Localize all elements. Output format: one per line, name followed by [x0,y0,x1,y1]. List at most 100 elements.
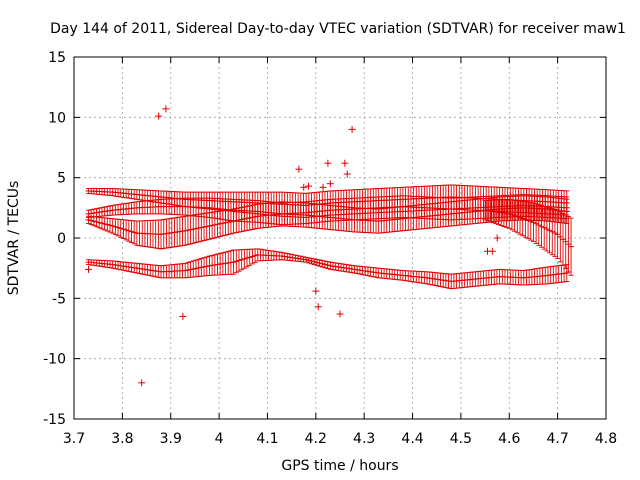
data-point [235,207,242,233]
data-point [565,216,572,273]
y-tick-label: -10 [43,352,66,368]
data-point [252,204,259,230]
data-point [324,261,331,270]
data-point [238,249,245,271]
outlier-point [155,112,163,120]
data-point [252,248,259,263]
data-point [535,204,542,246]
series-track-e [85,248,570,290]
outlier-point [162,105,170,113]
data-point [104,217,111,232]
data-point [131,220,138,245]
data-point [560,212,567,266]
outlier-point [138,379,146,387]
data-point [538,204,545,248]
data-point [303,256,310,263]
data-point [203,212,210,241]
x-tick-label: 4.5 [450,431,472,447]
data-point [543,206,550,252]
data-point [187,261,194,278]
outlier-point [85,265,93,273]
data-point [233,249,240,274]
y-tick-label: -5 [52,291,66,307]
data-point [568,217,575,276]
y-tick-label: 5 [57,171,66,187]
data-point [219,210,226,237]
x-axis-label: GPS time / hours [281,458,398,474]
data-point [316,259,323,267]
data-point [562,214,569,270]
data-point [190,214,197,244]
data-point [190,260,197,278]
data-point [241,206,248,232]
data-point [508,199,515,231]
data-point [557,211,564,263]
data-point [305,257,312,264]
data-point [101,217,108,231]
data-point [198,258,205,277]
data-point [120,219,127,239]
data-point [214,211,221,238]
outlier-point [348,125,356,133]
data-point [244,248,251,268]
y-tick-label: 0 [57,231,66,247]
data-point [308,257,315,265]
outlier-points [85,105,501,387]
data-series [85,184,575,290]
data-point [187,215,194,245]
data-point [211,211,218,239]
y-tick-label: 10 [48,110,66,126]
data-point [519,200,526,237]
data-point [533,203,540,244]
outlier-point [343,170,351,178]
data-point [117,219,124,238]
x-tick-label: 4.8 [595,431,617,447]
x-tick-label: 3.7 [63,431,85,447]
data-point [198,213,205,242]
data-point [182,215,189,246]
data-point [233,208,240,234]
y-tick-label: -15 [43,412,66,428]
data-point [203,256,210,277]
outlier-point [179,312,187,320]
x-tick-label: 4.7 [547,431,569,447]
data-point [184,262,191,279]
data-point [238,206,245,233]
data-point [311,258,318,265]
data-point [244,205,251,231]
data-point [128,220,135,244]
outlier-point [319,183,327,191]
x-tick-label: 3.8 [111,431,133,447]
outlier-point [305,182,313,190]
x-tick-label: 4 [215,431,224,447]
data-point [192,259,199,278]
outlier-point [295,165,303,173]
data-point [527,202,534,241]
outlier-point [312,287,320,295]
data-point [209,211,216,239]
data-point [182,262,189,279]
x-tick-label: 3.9 [160,431,182,447]
data-point [107,217,114,233]
data-point [549,208,556,256]
outlier-point [324,159,332,167]
x-tick-label: 4.3 [353,431,375,447]
data-point [201,213,208,241]
data-point [313,259,320,266]
x-tick-label: 4.4 [401,431,423,447]
data-point [230,208,237,234]
data-point [554,209,561,259]
data-point [201,257,208,277]
data-point [222,209,229,236]
data-point [241,249,248,269]
x-tick-label: 4.6 [498,431,520,447]
outlier-point [493,234,501,242]
data-point [96,216,103,229]
data-point [511,199,518,232]
data-point [551,208,558,258]
outlier-point [336,310,344,318]
data-point [85,215,92,224]
y-axis-label: SDTVAR / TECUs [6,181,22,296]
data-point [227,208,234,235]
x-tick-label: 4.2 [305,431,327,447]
